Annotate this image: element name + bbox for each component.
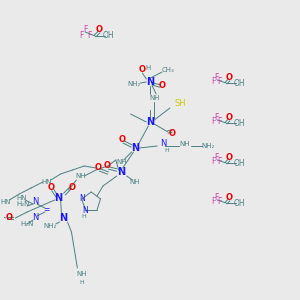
Text: N: N [32,197,38,206]
Text: NH: NH [129,179,140,185]
Text: O: O [226,113,232,122]
Text: F: F [214,112,218,122]
Text: HN: HN [42,179,52,185]
Text: H: H [146,65,151,71]
Text: F: F [79,32,83,40]
Text: F: F [217,118,221,127]
Text: N: N [55,193,63,203]
Text: NH₂: NH₂ [43,223,56,229]
Text: H: H [81,214,86,219]
Text: O: O [6,214,13,223]
Text: O: O [159,82,166,91]
Text: HN: HN [0,199,11,205]
Text: O: O [118,136,125,145]
Text: N: N [131,143,140,153]
Text: O: O [94,164,102,172]
Text: F: F [217,77,221,86]
Text: OH: OH [234,158,246,167]
Text: O: O [226,194,232,202]
Text: F: F [83,26,87,34]
Text: N: N [32,214,38,223]
Text: SH: SH [174,100,186,109]
Text: F: F [211,118,215,127]
Text: N: N [79,194,85,203]
Text: O: O [168,130,175,139]
Text: F: F [214,193,218,202]
Text: O: O [103,161,110,170]
Text: F: F [211,158,215,166]
Text: OH: OH [234,199,246,208]
Text: O: O [139,65,146,74]
Text: O: O [47,184,54,193]
Text: F: F [214,73,218,82]
Text: NH₂: NH₂ [128,81,141,87]
Text: NH₂: NH₂ [202,143,215,149]
Text: CH₃: CH₃ [162,67,174,73]
Text: N: N [160,140,166,148]
Text: N: N [82,206,88,214]
Text: N: N [146,117,154,127]
Text: F: F [214,152,218,161]
Text: H: H [79,280,84,284]
Text: NH: NH [75,173,86,179]
Text: F: F [217,197,221,206]
Text: H₂N: H₂N [20,221,34,227]
Text: OH: OH [103,32,115,40]
Text: NH: NH [179,141,190,147]
Text: =: = [44,206,50,214]
Text: H₂N: H₂N [16,201,30,207]
Text: OH: OH [234,118,246,127]
Text: O: O [226,154,232,163]
Text: N: N [59,213,68,223]
Text: F: F [211,77,215,86]
Text: O: O [69,184,76,193]
Text: F: F [211,197,215,206]
Text: H: H [165,148,170,152]
Text: F: F [217,158,221,166]
Text: N: N [117,167,125,177]
Text: F: F [87,32,92,40]
Text: O: O [95,26,103,34]
Text: NH: NH [116,159,127,165]
Text: HN: HN [16,195,26,201]
Text: NH: NH [149,95,160,101]
Text: N: N [146,77,154,87]
Text: OH: OH [234,79,246,88]
Text: NH: NH [76,271,87,277]
Text: O: O [226,74,232,82]
